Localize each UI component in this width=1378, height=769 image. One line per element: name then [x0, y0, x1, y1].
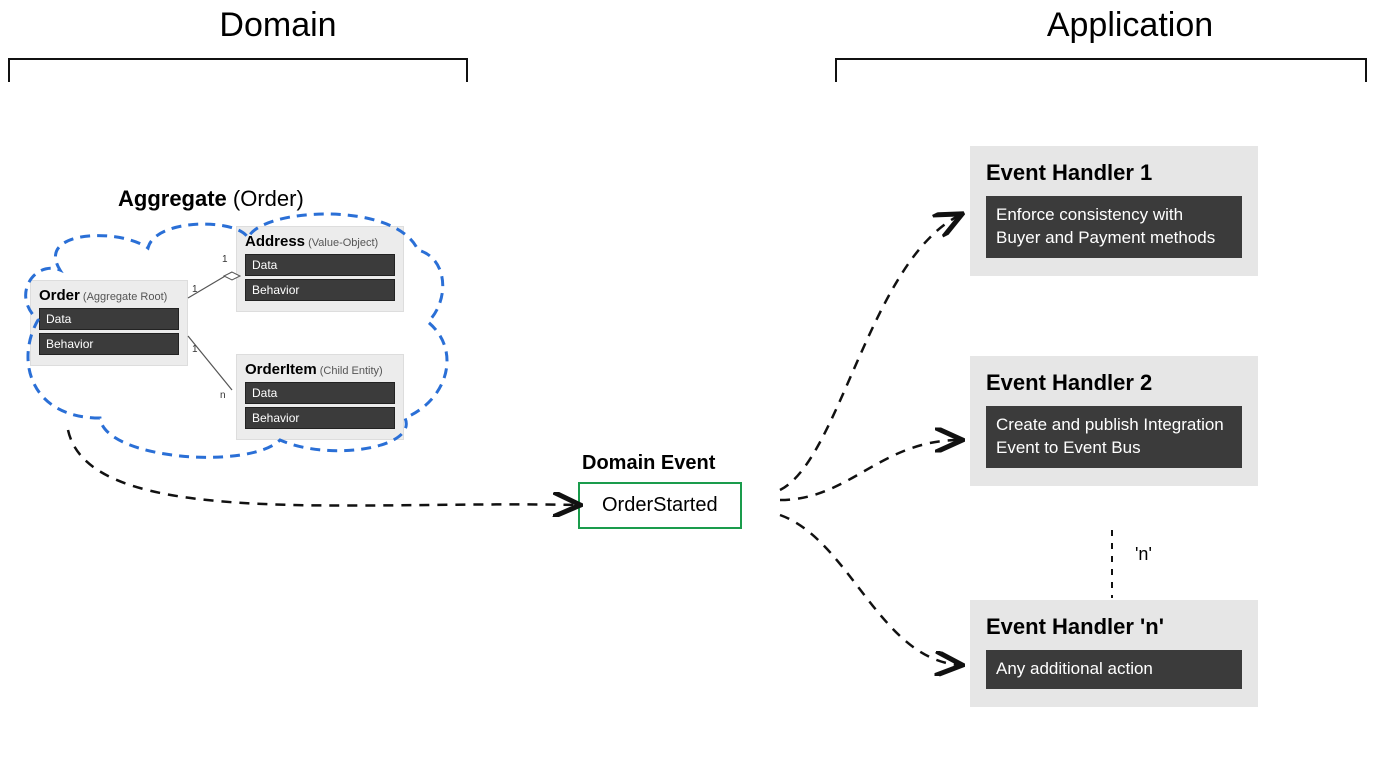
- domain-event-box: OrderStarted: [578, 482, 742, 529]
- entity-orderitem-title: OrderItem (Child Entity): [245, 361, 395, 378]
- application-bracket: [835, 58, 1367, 82]
- arrow-event-to-handler-1: [780, 215, 960, 490]
- entity-address-title-bold: Address: [245, 233, 305, 250]
- event-handler-1: Event Handler 1 Enforce consistency with…: [970, 146, 1258, 276]
- entity-orderitem: OrderItem (Child Entity) Data Behavior: [236, 354, 404, 440]
- relation-order-address: 1 1: [188, 254, 240, 298]
- entity-order-bar-data: Data: [39, 308, 179, 330]
- entity-order-bar-behavior: Behavior: [39, 333, 179, 355]
- entity-address-title: Address (Value-Object): [245, 233, 395, 250]
- entity-address: Address (Value-Object) Data Behavior: [236, 226, 404, 312]
- event-handler-n-desc: Any additional action: [986, 650, 1242, 689]
- event-handler-1-title: Event Handler 1: [986, 160, 1242, 186]
- event-handler-2-title: Event Handler 2: [986, 370, 1242, 396]
- entity-orderitem-title-bold: OrderItem: [245, 361, 317, 378]
- arrow-event-to-handler-2: [780, 440, 960, 500]
- svg-text:n: n: [220, 390, 226, 401]
- event-handler-n: Event Handler 'n' Any additional action: [970, 600, 1258, 707]
- entity-order: Order (Aggregate Root) Data Behavior: [30, 280, 188, 366]
- entity-order-title-bold: Order: [39, 287, 80, 304]
- arrow-event-to-handler-n: [780, 515, 960, 665]
- svg-text:1: 1: [192, 344, 198, 355]
- arrow-aggregate-to-event: [68, 430, 578, 506]
- entity-orderitem-bar-behavior: Behavior: [245, 407, 395, 429]
- entity-order-title-sub: (Aggregate Root): [80, 291, 167, 303]
- event-handler-n-title: Event Handler 'n': [986, 614, 1242, 640]
- application-title: Application: [1010, 6, 1250, 45]
- event-handler-1-desc: Enforce consistency with Buyer and Payme…: [986, 196, 1242, 258]
- svg-text:1: 1: [192, 284, 198, 295]
- aggregate-label-paren: (Order): [227, 186, 304, 211]
- entity-address-bar-data: Data: [245, 254, 395, 276]
- event-handler-2-desc: Create and publish Integration Event to …: [986, 406, 1242, 468]
- domain-bracket: [8, 58, 468, 82]
- entity-address-title-sub: (Value-Object): [305, 237, 378, 249]
- entity-address-bar-behavior: Behavior: [245, 279, 395, 301]
- domain-title: Domain: [188, 6, 368, 45]
- n-connector-label: 'n': [1135, 544, 1152, 565]
- event-handler-2: Event Handler 2 Create and publish Integ…: [970, 356, 1258, 486]
- entity-order-title: Order (Aggregate Root): [39, 287, 179, 304]
- entity-orderitem-title-sub: (Child Entity): [317, 365, 383, 377]
- svg-text:1: 1: [222, 254, 228, 265]
- domain-event-label: Domain Event: [582, 452, 715, 475]
- aggregate-label: Aggregate (Order): [118, 186, 304, 212]
- aggregate-label-bold: Aggregate: [118, 186, 227, 211]
- entity-orderitem-bar-data: Data: [245, 382, 395, 404]
- relation-order-orderitem: 1 n: [188, 336, 232, 401]
